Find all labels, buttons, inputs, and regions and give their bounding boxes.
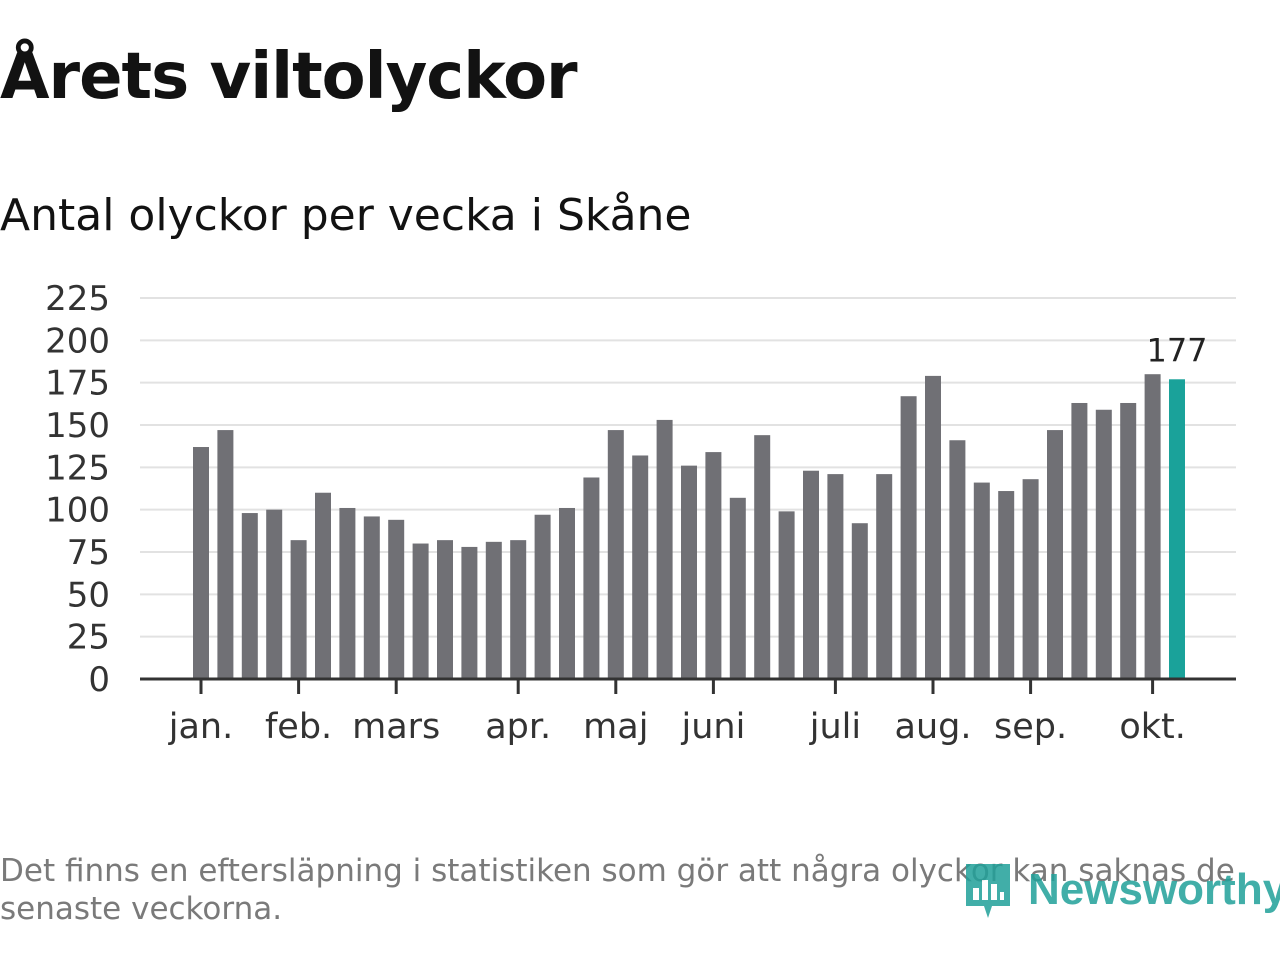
bar: [412, 543, 429, 679]
bar: [998, 491, 1015, 679]
bar: [559, 507, 575, 679]
y-tick-label: 50: [67, 575, 110, 615]
bar: [778, 511, 795, 679]
bar: [461, 546, 478, 679]
bar: [925, 375, 941, 679]
bar: [803, 470, 819, 679]
bar: [607, 430, 624, 679]
highlight-bar: [1169, 379, 1185, 679]
bar: [632, 455, 649, 679]
bar: [437, 540, 453, 679]
y-tick-label: 75: [67, 533, 110, 573]
bar: [1047, 430, 1063, 679]
newsworthy-logo: Newsworthy: [962, 858, 1280, 922]
bar: [1120, 402, 1137, 679]
bar: [193, 447, 209, 679]
footnote: Det finns en eftersläpning i statistiken…: [0, 853, 1235, 927]
x-tick-label: juni: [680, 707, 745, 747]
y-tick-label: 175: [45, 364, 110, 404]
bar: [827, 474, 844, 679]
bar: [534, 514, 551, 679]
bar: [973, 482, 990, 679]
logo-text: Newsworthy: [1028, 865, 1280, 914]
bar: [876, 474, 893, 679]
bar: [485, 541, 502, 679]
x-tick-label: aug.: [895, 707, 972, 747]
bar: [388, 519, 405, 679]
bar: [681, 465, 697, 679]
data-label: 177: [1146, 331, 1207, 369]
x-tick-label: sep.: [994, 707, 1067, 747]
chart-title: Årets viltolyckor: [0, 40, 578, 114]
y-tick-label: 0: [88, 660, 110, 700]
y-tick-label: 100: [45, 491, 110, 531]
x-tick-label: jan.: [168, 707, 233, 747]
bar: [1071, 402, 1088, 679]
y-tick-label: 25: [67, 618, 110, 658]
bar-chart-icon: [966, 864, 1010, 918]
y-tick-label: 150: [45, 406, 110, 446]
bar: [949, 440, 966, 679]
x-tick-label: maj: [583, 707, 648, 747]
bar: [217, 430, 234, 679]
bar: [754, 435, 771, 679]
bar: [1022, 479, 1039, 679]
bar: [363, 516, 380, 679]
chart-subtitle: Antal olyckor per vecka i Skåne: [0, 190, 692, 241]
bar: [1144, 374, 1161, 679]
x-tick-label: okt.: [1119, 707, 1186, 747]
x-tick-label: apr.: [485, 707, 551, 747]
y-tick-label: 225: [45, 279, 110, 319]
bar: [1095, 409, 1112, 679]
bar: [900, 396, 917, 679]
bar: [705, 452, 722, 679]
bar: [339, 507, 356, 679]
bar: [729, 497, 746, 679]
bar: [583, 477, 600, 679]
y-tick-label: 125: [45, 448, 110, 488]
y-tick-label: 200: [45, 321, 110, 361]
x-tick-label: feb.: [265, 707, 332, 747]
x-tick-label: mars: [352, 707, 440, 747]
bar: [851, 523, 868, 679]
bar: [656, 419, 673, 679]
bar: [510, 540, 527, 679]
bar: [241, 513, 258, 679]
x-tick-label: juli: [809, 707, 861, 747]
bar: [266, 509, 283, 679]
bar: [315, 492, 331, 679]
bar: [290, 540, 307, 679]
